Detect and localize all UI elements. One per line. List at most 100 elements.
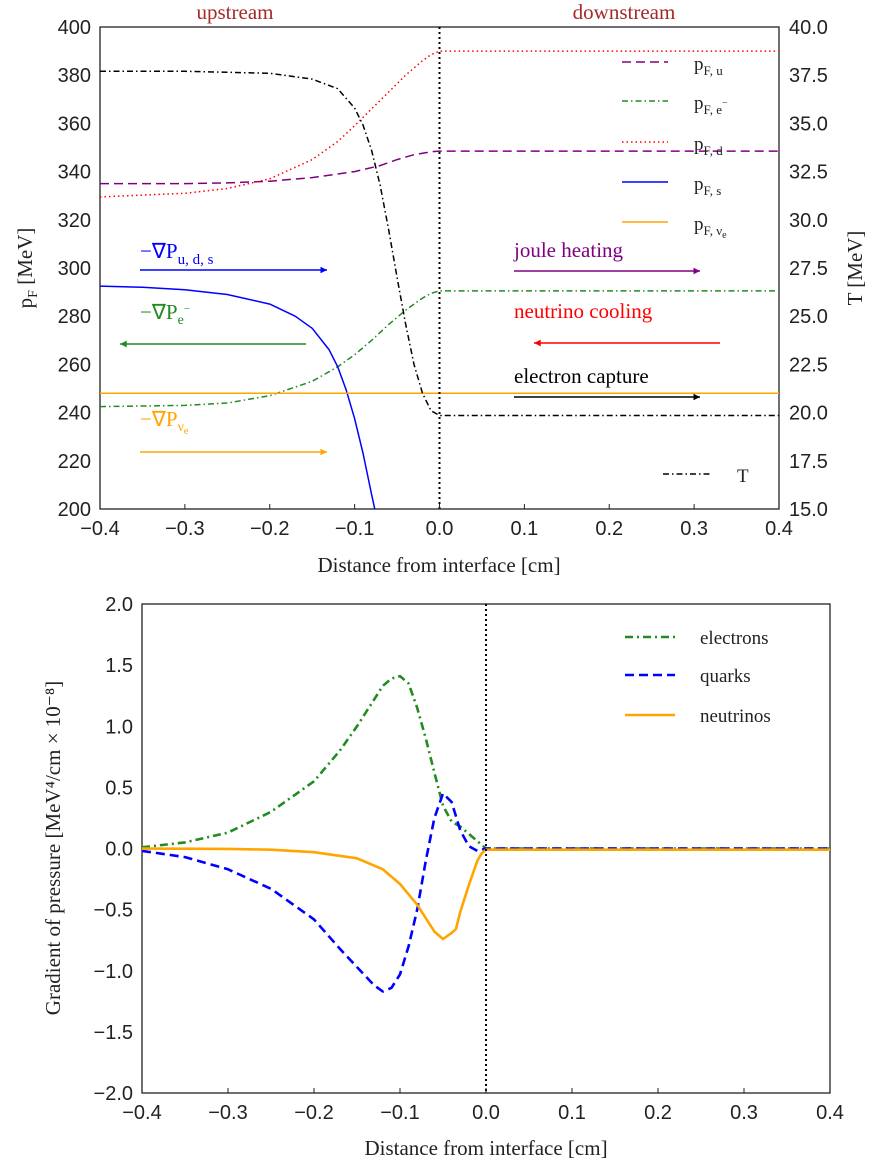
bottom-y-tick-label: 0.0 bbox=[105, 839, 133, 861]
top-series-t-line bbox=[100, 70, 779, 417]
bottom-y-tick-label: 2.0 bbox=[105, 594, 133, 616]
electron-capture-label: electron capture bbox=[514, 364, 649, 388]
top-x-axis-label: Distance from interface [cm] bbox=[317, 553, 560, 577]
top-series-p-f-s-line bbox=[100, 285, 376, 509]
legend-entry-pfnu: pF, νe bbox=[622, 214, 727, 241]
legend-entry-temperature: T bbox=[663, 466, 749, 487]
legend-entry-pfd: pF, d bbox=[622, 134, 723, 158]
top-series-p-f-d-line bbox=[100, 50, 779, 198]
bottom-x-tick-label: 0.1 bbox=[558, 1102, 586, 1124]
top-y2-tick-label: 22.5 bbox=[789, 354, 828, 376]
bottom-x-tick-label: 0.4 bbox=[816, 1102, 844, 1124]
top-y2-tick-label: 25.0 bbox=[789, 306, 828, 328]
top-legend: pF, u pF, e− pF, d pF, s pF, νe T bbox=[622, 54, 749, 487]
svg-text:pF, d: pF, d bbox=[694, 134, 723, 158]
bottom-y-tick-label: 0.5 bbox=[105, 777, 133, 799]
bottom-x-tick-label: −0.1 bbox=[380, 1102, 419, 1124]
top-y2-tick-label: 37.5 bbox=[789, 65, 828, 87]
joule-heating-label: joule heating bbox=[513, 238, 624, 262]
legend-entry-neutrinos: neutrinos bbox=[625, 706, 771, 727]
bottom-x-tick-label: 0.0 bbox=[472, 1102, 500, 1124]
top-y2-tick-label: 15.0 bbox=[789, 499, 828, 521]
top-x-tick-label: 0.3 bbox=[680, 518, 708, 540]
svg-text:T: T bbox=[737, 466, 749, 487]
top-series-p-f-e-line bbox=[100, 290, 779, 408]
top-y-ticks: 200 220 240 260 280 300 320 340 360 380 400 bbox=[58, 17, 91, 521]
svg-text:neutrinos: neutrinos bbox=[700, 706, 771, 727]
top-y-tick-label: 200 bbox=[58, 499, 91, 521]
bottom-y-tick-label: 1.0 bbox=[105, 716, 133, 738]
bottom-y-ticks: −2.0 −1.5 −1.0 −0.5 0.0 0.5 1.0 1.5 2.0 bbox=[94, 594, 133, 1105]
svg-text:pF, u: pF, u bbox=[694, 54, 723, 78]
legend-entry-electrons: electrons bbox=[625, 628, 769, 649]
bottom-y-tick-label: −2.0 bbox=[94, 1083, 133, 1105]
top-x-ticks: −0.4 −0.3 −0.2 −0.1 0.0 0.1 0.2 0.3 0.4 bbox=[80, 504, 793, 540]
grad-electrons-label: −∇Pe− bbox=[140, 300, 190, 328]
top-y-tick-label: 360 bbox=[58, 113, 91, 135]
top-x-tick-label: −0.3 bbox=[165, 518, 204, 540]
bottom-series-group bbox=[142, 674, 830, 993]
top-y-tick-label: 280 bbox=[58, 306, 91, 328]
top-series-p-f-u-line bbox=[100, 150, 779, 185]
bottom-y-axis-label: Gradient of pressure [MeV⁴/cm × 10⁻⁸] bbox=[41, 681, 65, 1015]
top-x-tick-label: 0.0 bbox=[426, 518, 454, 540]
top-x-tick-label: 0.2 bbox=[595, 518, 623, 540]
bottom-x-tick-label: 0.3 bbox=[730, 1102, 758, 1124]
bottom-x-tick-label: −0.2 bbox=[294, 1102, 333, 1124]
top-y2-tick-label: 40.0 bbox=[789, 17, 828, 39]
top-y2-tick-label: 32.5 bbox=[789, 162, 828, 184]
top-x-tick-label: 0.4 bbox=[765, 518, 793, 540]
top-y2-ticks: 15.0 17.5 20.0 22.5 25.0 27.5 30.0 32.5 35.0 37.5… bbox=[789, 17, 828, 521]
grad-quarks-label: −∇Pu, d, s bbox=[140, 239, 214, 268]
top-y2-tick-label: 17.5 bbox=[789, 451, 828, 473]
bottom-x-tick-label: −0.3 bbox=[208, 1102, 247, 1124]
top-y2-tick-label: 20.0 bbox=[789, 403, 828, 425]
upstream-label: upstream bbox=[197, 0, 274, 24]
legend-entry-pfu: pF, u bbox=[622, 54, 723, 78]
svg-text:electrons: electrons bbox=[700, 628, 769, 649]
legend-entry-pfs: pF, s bbox=[622, 174, 721, 198]
svg-text:quarks: quarks bbox=[700, 666, 751, 687]
bottom-series-neutrinos-line bbox=[142, 847, 830, 941]
top-x-tick-label: −0.4 bbox=[80, 518, 119, 540]
top-y2-tick-label: 30.0 bbox=[789, 210, 828, 232]
top-y2-axis-label: T [MeV] bbox=[843, 231, 867, 306]
top-y-tick-label: 340 bbox=[58, 162, 91, 184]
grad-neutrinos-label: −∇Pνe bbox=[140, 407, 189, 437]
top-y-tick-label: 220 bbox=[58, 451, 91, 473]
svg-text:pF, s: pF, s bbox=[694, 174, 721, 198]
bottom-y-tick-label: 1.5 bbox=[105, 655, 133, 677]
neutrino-cooling-label: neutrino cooling bbox=[514, 299, 653, 323]
bottom-y-tick-label: −0.5 bbox=[94, 900, 133, 922]
bottom-x-tick-label: 0.2 bbox=[644, 1102, 672, 1124]
top-annotations: −∇Pu, d, s −∇Pe− −∇Pνe joule heating neu… bbox=[120, 238, 720, 456]
bottom-series-electrons-line bbox=[142, 674, 830, 850]
bottom-series-quarks-line bbox=[142, 792, 830, 993]
top-y-tick-label: 240 bbox=[58, 403, 91, 425]
bottom-y-tick-label: −1.0 bbox=[94, 961, 133, 983]
downstream-label: downstream bbox=[573, 0, 676, 24]
top-y2-tick-label: 35.0 bbox=[789, 113, 828, 135]
bottom-x-ticks: −0.4 −0.3 −0.2 −0.1 0.0 0.1 0.2 0.3 0.4 bbox=[122, 1088, 844, 1124]
bottom-chart: −0.4 −0.3 −0.2 −0.1 0.0 0.1 0.2 0.3 0.4 −2.0 −1.5… bbox=[41, 594, 844, 1160]
top-y-tick-label: 320 bbox=[58, 210, 91, 232]
bottom-x-axis-label: Distance from interface [cm] bbox=[364, 1136, 607, 1160]
top-y-axis-label: pF [MeV] bbox=[13, 228, 41, 309]
top-y2-tick-label: 27.5 bbox=[789, 258, 828, 280]
top-y-tick-label: 260 bbox=[58, 354, 91, 376]
legend-entry-pfe: pF, e− bbox=[622, 93, 728, 117]
top-y-tick-label: 300 bbox=[58, 258, 91, 280]
top-x-tick-label: −0.1 bbox=[335, 518, 374, 540]
svg-text:pF, e−: pF, e− bbox=[694, 93, 728, 117]
bottom-y-tick-label: −1.5 bbox=[94, 1022, 133, 1044]
bottom-x-tick-label: −0.4 bbox=[122, 1102, 161, 1124]
top-x-tick-label: −0.2 bbox=[250, 518, 289, 540]
top-chart: −0.4 −0.3 −0.2 −0.1 0.0 0.1 0.2 0.3 0.4 200 220 24… bbox=[13, 0, 867, 577]
top-y-tick-label: 400 bbox=[58, 17, 91, 39]
top-y-tick-label: 380 bbox=[58, 65, 91, 87]
svg-text:pF, νe: pF, νe bbox=[694, 214, 727, 241]
top-x-tick-label: 0.1 bbox=[510, 518, 538, 540]
legend-entry-quarks: quarks bbox=[625, 666, 751, 687]
bottom-legend: electrons quarks neutrinos bbox=[625, 628, 771, 727]
